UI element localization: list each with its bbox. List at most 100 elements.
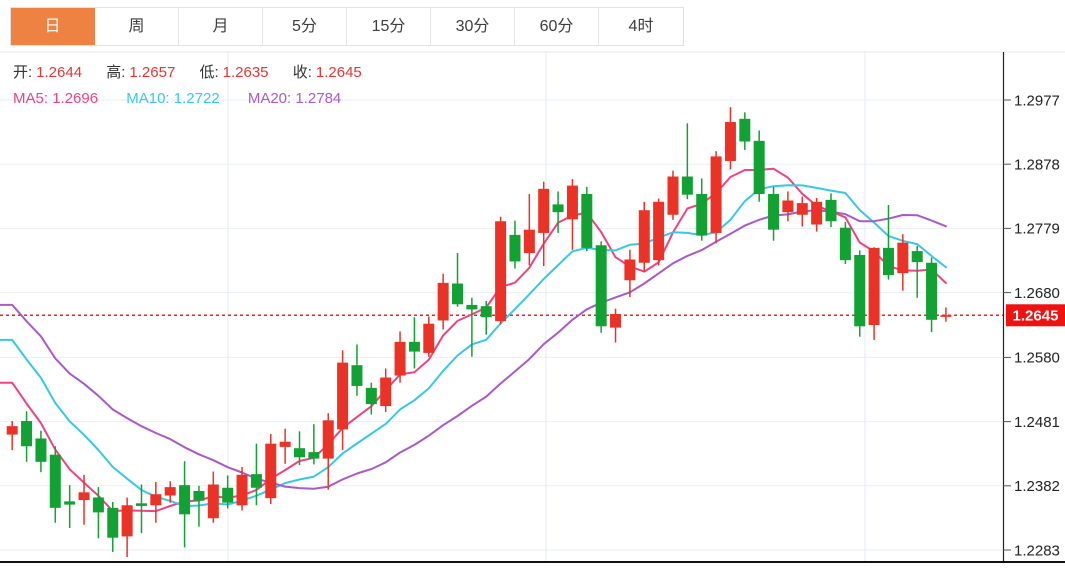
- candle: [437, 273, 449, 330]
- candle: [897, 234, 909, 291]
- candle: [595, 241, 607, 333]
- candle: [49, 446, 61, 523]
- candle: [653, 198, 665, 266]
- candle: [64, 485, 76, 528]
- ohlc-high-value: 1.2657: [129, 64, 176, 81]
- tab-5min[interactable]: 5分: [263, 8, 347, 45]
- candle: [868, 247, 880, 340]
- candle: [624, 249, 636, 298]
- candle: [135, 484, 147, 534]
- ohlc-close: 收: 1.2645: [293, 64, 362, 81]
- candle: [509, 220, 521, 269]
- candle: [193, 485, 205, 527]
- candle: [408, 317, 420, 369]
- chart-legend: 开: 1.2644 高: 1.2657 低: 1.2635 收: 1.2645 MA5:…: [13, 60, 382, 112]
- candle: [710, 151, 722, 244]
- candle: [322, 413, 334, 490]
- ma10-line: [0, 184, 947, 508]
- candle: [581, 186, 593, 252]
- ma5-value: 1.2696: [52, 90, 99, 107]
- ohlc-low-value: 1.2635: [222, 64, 269, 81]
- ohlc-open-label: 开:: [13, 64, 33, 81]
- candle: [940, 307, 952, 322]
- candles: [6, 107, 952, 558]
- y-axis-tick-label: 1.2977: [1014, 92, 1060, 109]
- candle: [107, 502, 119, 552]
- candle: [351, 344, 363, 396]
- ohlc-open: 开: 1.2644: [13, 64, 82, 81]
- ma20-label: MA20:: [247, 90, 292, 107]
- candle: [825, 193, 837, 228]
- candle: [523, 194, 535, 266]
- candle: [337, 350, 349, 451]
- candle: [696, 178, 708, 241]
- axis-frame: [0, 52, 1065, 563]
- candle: [552, 191, 564, 233]
- y-axis-tick-label: 1.2283: [1014, 542, 1060, 559]
- candle: [380, 368, 392, 412]
- candle: [768, 186, 780, 241]
- tab-30min[interactable]: 30分: [431, 8, 515, 45]
- candle: [739, 112, 751, 150]
- ma5-label: MA5:: [13, 90, 49, 107]
- ohlc-close-value: 1.2645: [315, 64, 362, 81]
- ma10-label: MA10:: [126, 90, 170, 107]
- y-axis-tick-label: 1.2580: [1014, 350, 1060, 367]
- timeframe-tabbar: 日 周 月 5分 15分 30分 60分 4时: [10, 7, 684, 46]
- ma5-line: [0, 167, 947, 513]
- tab-60min[interactable]: 60分: [515, 8, 599, 45]
- tab-15min[interactable]: 15分: [347, 8, 431, 45]
- candle: [279, 428, 291, 464]
- candle: [6, 420, 18, 451]
- candle: [365, 382, 377, 415]
- ohlc-open-value: 1.2644: [36, 64, 83, 81]
- tab-month[interactable]: 月: [179, 8, 263, 45]
- candle: [250, 443, 262, 506]
- candle: [610, 308, 622, 343]
- candle: [92, 487, 104, 539]
- candle: [495, 216, 507, 325]
- candle: [911, 245, 923, 298]
- ohlc-low: 低: 1.2635: [199, 64, 268, 81]
- candle: [207, 471, 219, 523]
- y-axis-tick-label: 1.2481: [1014, 414, 1060, 431]
- y-axis-tick-label: 1.2779: [1014, 221, 1060, 238]
- candle: [480, 301, 492, 335]
- candle: [222, 475, 234, 509]
- ohlc-low-label: 低:: [199, 64, 219, 81]
- ohlc-high: 高: 1.2657: [106, 64, 175, 81]
- candle: [423, 316, 435, 357]
- ma10-value: 1.2722: [173, 90, 220, 107]
- candle: [854, 250, 866, 337]
- y-axis-tick-label: 1.2382: [1014, 478, 1060, 495]
- candle: [638, 201, 650, 272]
- candle: [882, 205, 894, 280]
- candle: [452, 253, 464, 307]
- candle: [179, 461, 191, 548]
- ma-row: MA5: 1.2696 MA10: 1.2722 MA20: 1.2784: [13, 86, 382, 112]
- candle: [796, 196, 808, 227]
- candle: [265, 433, 277, 504]
- ma20-line: [0, 209, 947, 490]
- candle: [150, 481, 162, 523]
- ma5-legend: MA5: 1.2696: [13, 90, 98, 107]
- candle: [538, 181, 550, 266]
- candle: [308, 424, 320, 465]
- candle: [236, 467, 248, 511]
- ma20-value: 1.2784: [295, 90, 342, 107]
- current-price-tag: 1.2645: [1006, 304, 1065, 327]
- candle: [78, 474, 90, 525]
- tab-4hour[interactable]: 4时: [599, 8, 683, 45]
- candle: [724, 107, 736, 170]
- candle: [753, 130, 765, 202]
- horizontal-gridlines: [0, 99, 1003, 551]
- candle: [21, 411, 33, 462]
- tab-day[interactable]: 日: [11, 8, 95, 45]
- ma-lines: [0, 167, 947, 513]
- ma20-legend: MA20: 1.2784: [248, 90, 341, 107]
- tab-week[interactable]: 周: [95, 8, 179, 45]
- current-price-tag-label: 1.2645: [1013, 308, 1059, 325]
- y-axis-tick-label: 1.2878: [1014, 156, 1060, 173]
- candle: [681, 123, 693, 200]
